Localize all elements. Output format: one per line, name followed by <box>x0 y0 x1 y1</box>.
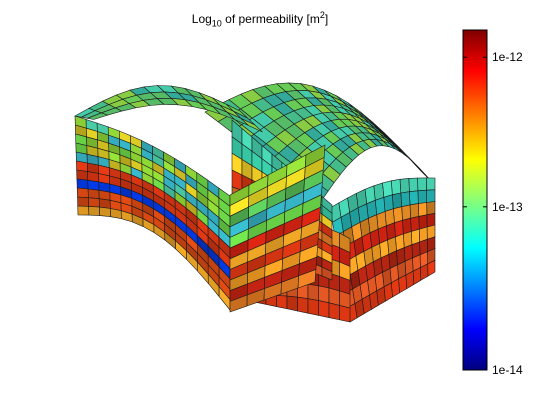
colorbar-tick-label: 1e-13 <box>492 200 523 214</box>
front-right-cell <box>328 302 340 321</box>
left-front-cell <box>76 187 89 199</box>
colorbar-gradient <box>462 29 488 371</box>
colorbar: 1e-12 1e-13 1e-14 <box>462 29 523 377</box>
left-front-cell <box>77 205 90 216</box>
left-top-cell <box>240 118 263 133</box>
title-superscript: 2 <box>319 10 325 20</box>
title-middle: of permeability [m <box>221 12 320 26</box>
colorbar-tick-label: 1e-14 <box>492 363 523 377</box>
title-subscript: 10 <box>211 18 222 29</box>
right-side-cell <box>401 204 411 221</box>
right-side-cell <box>410 216 420 232</box>
title-prefix: Log <box>191 12 212 26</box>
left-front-cell <box>76 178 89 190</box>
left-front-cell <box>88 206 101 216</box>
right-side-cell <box>391 192 403 210</box>
right-side-cell <box>409 190 419 206</box>
right-side-cell <box>408 177 419 193</box>
left-front-cell <box>88 197 100 208</box>
right-side-cell <box>400 191 411 208</box>
right-side-cell <box>409 203 420 219</box>
title-suffix: ] <box>324 12 329 26</box>
left-front-cell <box>87 188 100 200</box>
right-side-cell <box>426 201 436 216</box>
front-right-cell <box>339 305 351 323</box>
notch-wall-cell <box>321 266 333 281</box>
right-side-cell <box>417 189 428 204</box>
front-right-cell <box>297 296 309 314</box>
left-front-cell <box>76 169 89 181</box>
right-side-cell <box>417 177 427 192</box>
colorbar-ticks: 1e-12 1e-13 1e-14 <box>463 50 523 377</box>
right-side-cell <box>417 202 428 217</box>
left-cut-cell <box>297 269 317 289</box>
left-front-cell <box>99 206 111 218</box>
left-front-cell <box>77 196 89 207</box>
reservoir-grid-model <box>74 82 436 323</box>
front-right-cell <box>318 285 330 304</box>
front-right-cell <box>286 295 298 312</box>
left-front-cell <box>87 179 100 191</box>
right-side-cell <box>382 180 393 198</box>
right-side-cell <box>399 178 410 194</box>
front-right-cell <box>276 295 288 310</box>
right-side-cell <box>392 206 403 224</box>
right-side-cell <box>426 212 436 228</box>
front-right-cell <box>307 283 319 301</box>
front-right-cell <box>328 287 340 306</box>
right-side-cell <box>390 178 402 196</box>
right-side-cell <box>425 177 436 191</box>
front-right-cell <box>318 300 330 318</box>
front-right-cell <box>307 298 319 316</box>
plot-title: Log10 of permeability [m2] <box>0 10 520 28</box>
colorbar-tick-label: 1e-12 <box>492 50 523 64</box>
right-side-cell <box>426 189 436 203</box>
